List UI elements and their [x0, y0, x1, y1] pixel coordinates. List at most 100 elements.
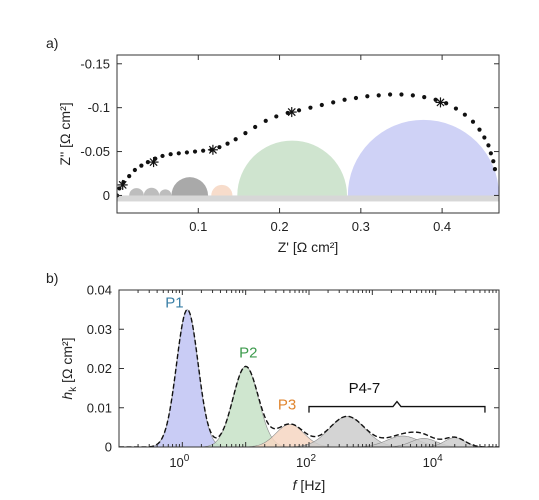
panel-label: a)	[46, 35, 58, 51]
data-point	[453, 106, 459, 111]
data-point	[127, 174, 132, 179]
data-point	[342, 97, 347, 102]
p4-7-bracket	[308, 400, 486, 413]
data-point	[488, 151, 493, 156]
x-tick-base: 10	[423, 455, 437, 470]
data-point	[296, 108, 302, 113]
panel-label: b)	[46, 270, 58, 286]
asterisk-stroke	[149, 158, 158, 167]
data-point	[482, 135, 487, 140]
y-axis-unit: [Ω cm²]	[59, 337, 75, 386]
data-point	[145, 159, 150, 165]
data-point	[225, 141, 230, 146]
y-tick-label: 0.03	[87, 322, 112, 337]
y-tick-label: -0.1	[88, 100, 110, 115]
asterisk-stroke	[208, 145, 217, 154]
data-point	[486, 143, 491, 148]
x-tick-label: 100	[169, 453, 189, 470]
data-point	[422, 95, 427, 100]
data-point	[410, 93, 415, 98]
data-point	[160, 153, 165, 159]
peak-label: P1	[165, 295, 183, 312]
data-point	[376, 93, 381, 98]
data-point	[387, 92, 393, 97]
data-point	[274, 114, 279, 119]
semicircle-arc	[237, 140, 348, 196]
x-tick-label: 102	[296, 453, 316, 470]
asterisk-stroke	[436, 98, 445, 107]
asterisk-stroke	[287, 108, 296, 117]
data-point	[233, 137, 238, 142]
y-tick-label: 0.01	[87, 400, 112, 415]
y-tick-label: -0.05	[80, 144, 110, 159]
plot-area	[119, 308, 499, 447]
data-point	[353, 95, 359, 101]
data-point	[462, 112, 467, 117]
semicircle-arc	[159, 189, 172, 196]
data-point	[365, 94, 370, 99]
data-point	[433, 97, 438, 102]
y-axis-label: hk [Ω cm²]	[59, 337, 79, 399]
panel-a: a) 0.1 0.2 0.3 0.4 -0.15 -0.1 -0.05 0 Z' [Ω cm²] Z…	[46, 35, 500, 255]
data-point	[176, 151, 181, 156]
data-point	[192, 149, 198, 154]
semicircle-arc	[143, 187, 160, 196]
plot-area	[117, 92, 499, 202]
data-point	[477, 127, 482, 132]
x-tick-label: 104	[423, 453, 443, 470]
semicircle-arc	[347, 119, 499, 196]
x-tick-exponent: 2	[310, 453, 316, 464]
peak-label: P3	[278, 397, 296, 414]
semicircle-arc	[129, 188, 144, 196]
x-axis-symbol: f	[293, 477, 299, 493]
data-point	[217, 145, 222, 150]
x-tick-label: 0.4	[433, 219, 451, 234]
x-tick-label: 0.3	[352, 219, 370, 234]
data-point	[470, 119, 476, 124]
data-point	[253, 124, 258, 130]
x-axis-label: Z' [Ω cm²]	[278, 239, 339, 255]
asterisk-stroke	[118, 180, 127, 189]
semicircle-arc	[211, 184, 233, 196]
x-tick-base: 10	[169, 455, 183, 470]
data-point	[399, 92, 404, 97]
data-point	[492, 167, 498, 172]
data-point	[491, 159, 496, 164]
x-axis-label: f [Hz]	[293, 477, 326, 493]
data-point	[184, 150, 189, 155]
data-point	[243, 131, 248, 136]
y-tick-label: 0.02	[87, 361, 112, 376]
data-point	[263, 118, 268, 123]
data-point	[319, 102, 324, 108]
asterisk-marker	[207, 144, 218, 155]
x-tick-base: 10	[296, 455, 310, 470]
peak-label: P2	[239, 345, 257, 362]
data-point	[308, 105, 313, 110]
y-tick-label: -0.15	[80, 56, 110, 71]
x-axis-unit: [Hz]	[297, 477, 326, 493]
data-point	[201, 148, 206, 153]
x-tick-exponent: 4	[437, 453, 443, 464]
axes-frame	[116, 54, 500, 214]
x-tick-exponent: 0	[184, 453, 190, 464]
y-axis-subscript: k	[68, 386, 79, 392]
y-tick-label: 0	[105, 440, 112, 455]
data-point	[331, 100, 336, 105]
data-point	[139, 163, 144, 168]
peak-label: P4-7	[349, 380, 381, 397]
semicircle-arc	[171, 177, 209, 196]
x-tick-label: 0.1	[189, 219, 207, 234]
peak-p1	[143, 309, 231, 447]
x-tick-label: 0.2	[271, 219, 289, 234]
asterisk-marker	[435, 97, 446, 108]
y-tick-label: 0.04	[87, 283, 112, 298]
baseline-band	[117, 195, 499, 202]
y-tick-label: 0	[103, 188, 110, 203]
y-axis-label: Z'' [Ω cm²]	[57, 102, 73, 165]
y-axis-symbol: h	[59, 392, 75, 400]
data-point	[132, 167, 137, 173]
asterisk-marker	[117, 179, 128, 190]
asterisk-marker	[148, 157, 159, 168]
